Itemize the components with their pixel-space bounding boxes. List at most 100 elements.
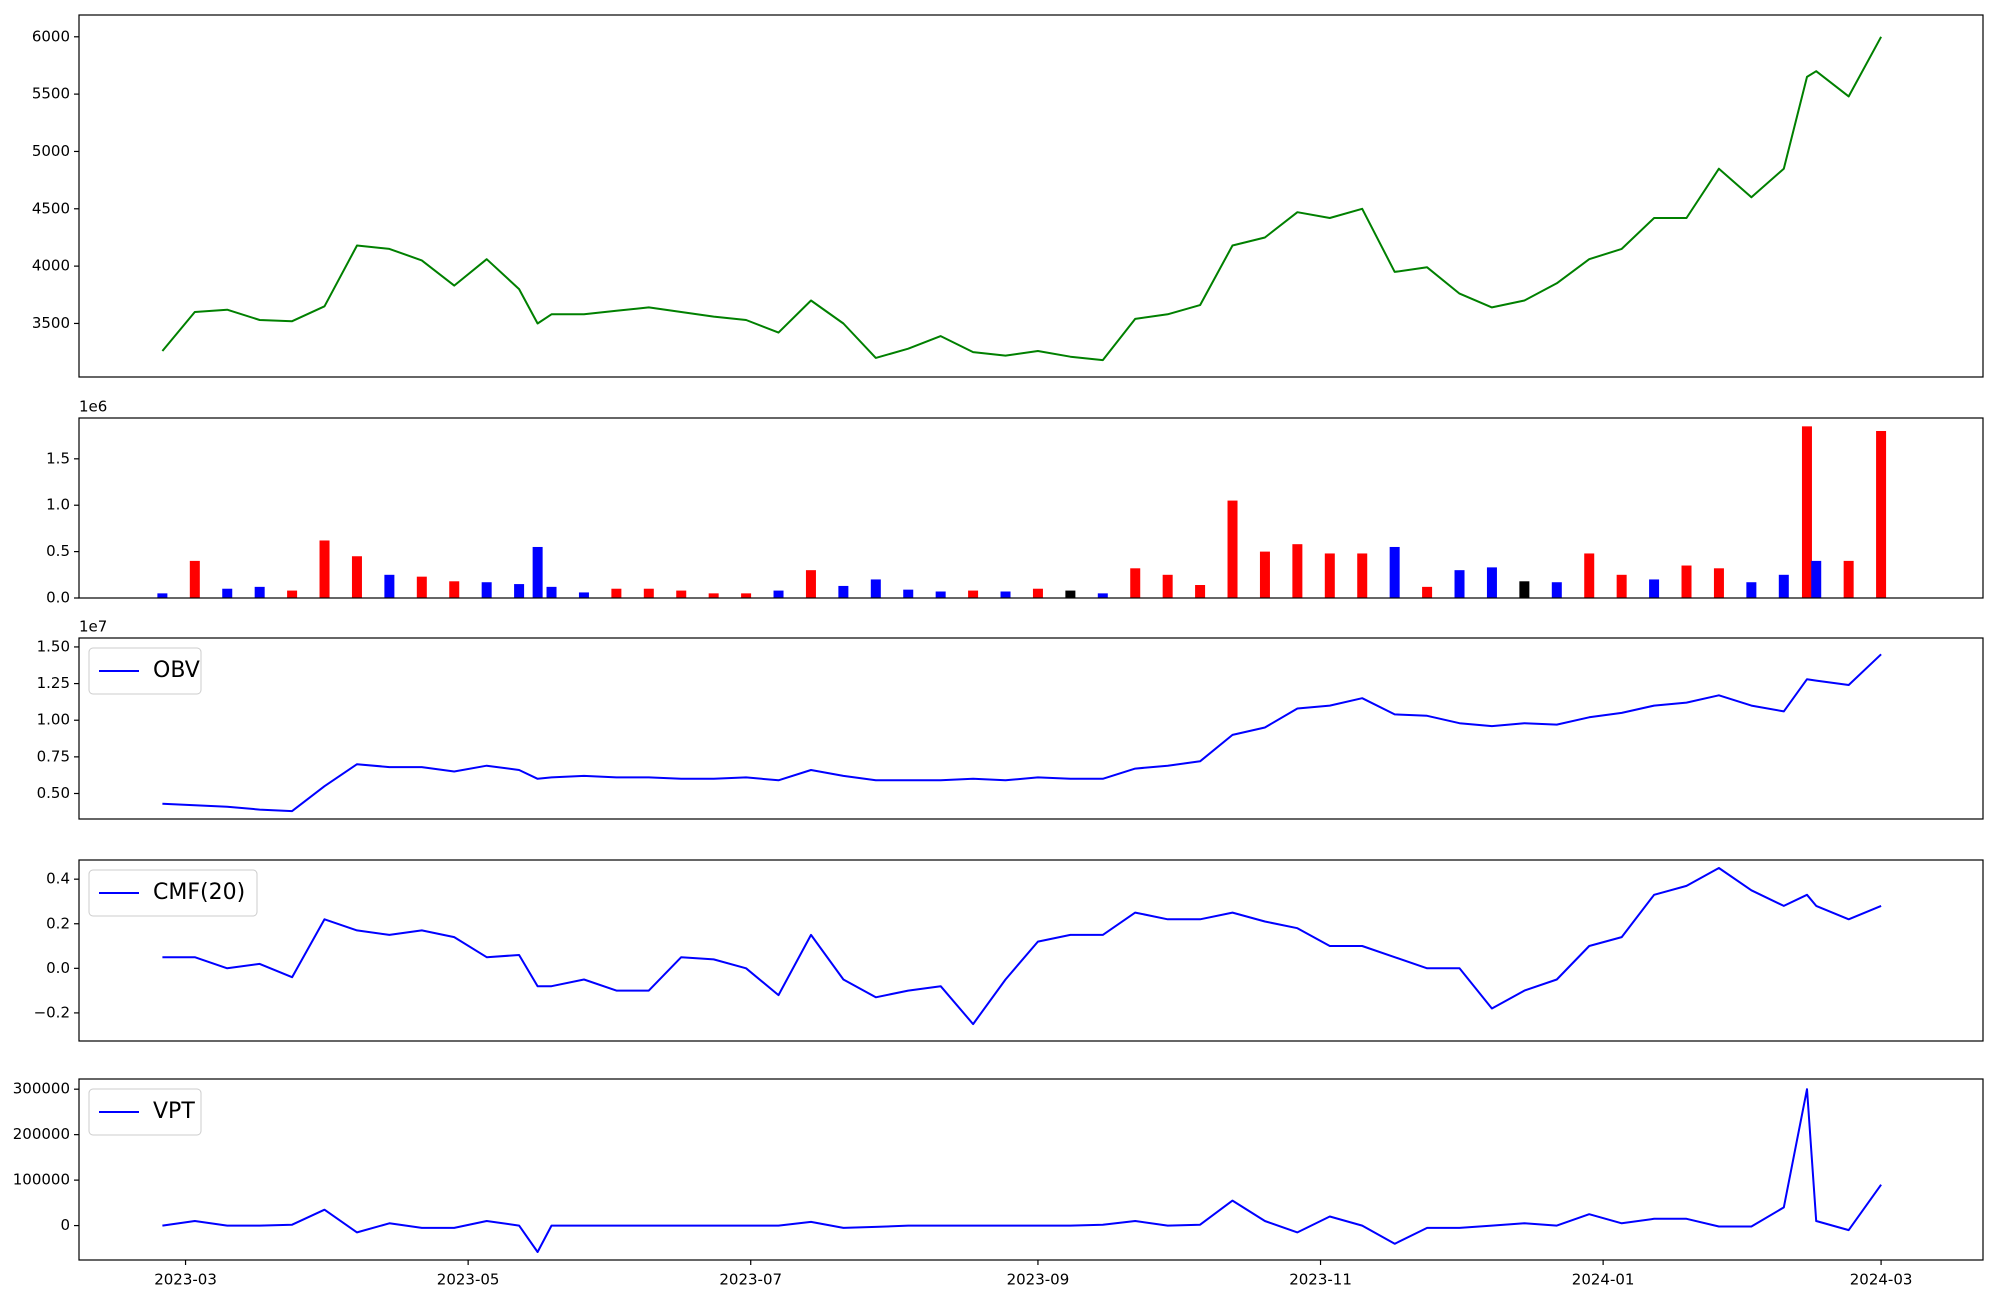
- axis-offset-label: 1e6: [79, 398, 107, 416]
- volume-bar: [1681, 565, 1692, 598]
- volume-bar: [1811, 560, 1822, 598]
- volume-bar: [1584, 553, 1595, 598]
- volume-bar: [935, 591, 946, 598]
- y-tick-label: 300000: [13, 1080, 70, 1098]
- x-tick-label: 2023-05: [437, 1271, 500, 1289]
- data-line: [162, 653, 1882, 813]
- volume-bar: [254, 586, 265, 598]
- volume-bar: [157, 593, 168, 598]
- volume-bar: [611, 588, 622, 598]
- volume-bar: [1259, 551, 1270, 598]
- y-tick-label: 1.0: [46, 496, 70, 514]
- volume-bar: [1519, 581, 1530, 598]
- volume-bar: [1000, 591, 1011, 598]
- volume-bar: [1324, 553, 1335, 598]
- legend-box: [88, 1088, 202, 1136]
- volume-bar: [1551, 582, 1562, 598]
- volume-bar: [1843, 560, 1854, 598]
- y-tick-label: 5000: [32, 142, 70, 160]
- legend: CMF(20): [88, 869, 258, 917]
- volume-bar: [1227, 500, 1238, 598]
- plot-frame: [78, 1078, 1984, 1261]
- volume-bar: [1097, 593, 1108, 598]
- y-tick-label: 5500: [32, 85, 70, 103]
- y-tick-label: 0.4: [46, 870, 70, 888]
- y-tick-label: 0.5: [46, 542, 70, 560]
- y-tick-label: 200000: [13, 1125, 70, 1143]
- y-tick-label: 1.50: [37, 637, 70, 655]
- axis-offset-label: 1e7: [79, 618, 107, 636]
- x-tick-label: 2023-11: [1289, 1271, 1352, 1289]
- y-tick-label: 0.0: [46, 589, 70, 607]
- y-tick-label: 4000: [32, 257, 70, 275]
- y-tick-label: 3500: [32, 314, 70, 332]
- volume-bar: [416, 576, 427, 598]
- volume-bar: [903, 589, 914, 598]
- y-tick-label: 1.5: [46, 449, 70, 467]
- x-tick-label: 2024-03: [1850, 1271, 1913, 1289]
- volume-bar: [805, 570, 816, 598]
- legend: VPT: [88, 1088, 202, 1136]
- volume-bar: [287, 590, 298, 598]
- volume-bar: [1713, 568, 1724, 598]
- legend-box: [88, 869, 258, 917]
- volume-bar: [1649, 579, 1660, 598]
- legend-label: OBV: [153, 658, 200, 683]
- panel: 0.0 0.5 1.0 1.5 1e6: [46, 398, 1984, 607]
- volume-bar: [1746, 582, 1757, 598]
- x-tick-label: 2023-07: [719, 1271, 782, 1289]
- volume-bar: [1032, 588, 1043, 598]
- y-tick-label: 6000: [32, 27, 70, 45]
- volume-bar: [741, 593, 752, 598]
- panel: 3500 4000 4500 5000 5500 6000: [32, 14, 1984, 378]
- volume-bar: [1162, 574, 1173, 598]
- volume-bar: [643, 588, 654, 598]
- legend-box: [88, 647, 202, 695]
- panel: 0 100000 200000 300000 2023-03 2023-05 2023-07…: [13, 1078, 1984, 1289]
- volume-bar: [578, 592, 589, 598]
- volume-bar: [319, 540, 330, 598]
- x-tick-label: 2023-03: [154, 1271, 217, 1289]
- data-line: [162, 1088, 1882, 1253]
- x-tick-label: 2023-09: [1007, 1271, 1070, 1289]
- y-tick-label: 100000: [13, 1171, 70, 1189]
- volume-bar: [773, 590, 784, 598]
- y-tick-label: 4500: [32, 199, 70, 217]
- legend-label: CMF(20): [153, 880, 245, 905]
- volume-bar: [1486, 567, 1497, 598]
- volume-bar: [1389, 546, 1400, 598]
- volume-bar: [1130, 568, 1141, 598]
- volume-bar: [1778, 574, 1789, 598]
- volume-bar: [1357, 553, 1368, 598]
- volume-bar: [514, 584, 525, 598]
- y-tick-label: −0.2: [34, 1003, 70, 1021]
- y-tick-label: 0.75: [37, 747, 70, 765]
- volume-bar: [676, 590, 687, 598]
- volume-bar: [968, 590, 979, 598]
- volume-bar: [1801, 426, 1812, 598]
- data-line: [161, 36, 1882, 362]
- volume-bar: [870, 579, 881, 598]
- volume-bar: [1876, 430, 1887, 598]
- volume-bar: [1616, 574, 1627, 598]
- volume-bar: [1292, 544, 1303, 598]
- volume-bar: [1422, 586, 1433, 598]
- x-tick-label: 2024-01: [1572, 1271, 1635, 1289]
- volume-bar: [351, 556, 362, 598]
- volume-bar: [481, 582, 492, 598]
- legend-label: VPT: [153, 1099, 195, 1124]
- legend: OBV: [88, 647, 202, 695]
- y-tick-label: 0: [60, 1216, 70, 1234]
- plot-frame: [78, 417, 1984, 599]
- volume-bar: [546, 586, 557, 598]
- volume-bar: [384, 574, 395, 598]
- volume-bar: [1454, 570, 1465, 598]
- volume-bar: [1065, 590, 1076, 598]
- volume-bar: [222, 588, 233, 598]
- y-tick-label: 1.25: [37, 674, 70, 692]
- panel: −0.2 0.0 0.2 0.4 CMF(20): [34, 859, 1984, 1042]
- volume-bar: [1195, 585, 1206, 598]
- y-tick-label: 0.0: [46, 959, 70, 977]
- volume-bar: [708, 593, 719, 598]
